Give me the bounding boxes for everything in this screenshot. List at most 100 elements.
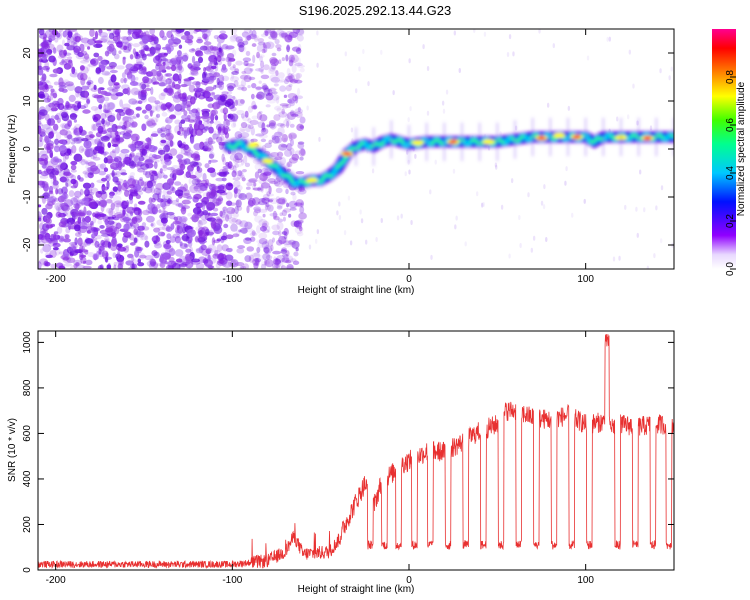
noise-point: [109, 150, 117, 159]
noise-point: [262, 213, 266, 218]
noise-point: [293, 202, 303, 206]
noise-point: [252, 197, 261, 206]
noise-point: [58, 221, 67, 228]
noise-point: [216, 244, 223, 252]
noise-point: [57, 97, 64, 106]
noise-point: [62, 171, 71, 177]
noise-point: [40, 248, 44, 254]
noise-point: [100, 135, 110, 142]
colorbar-label: Normalized spectral amplitude: [736, 81, 747, 216]
noise-point: [44, 214, 51, 224]
noise-point: [92, 114, 96, 120]
noise-point: [231, 218, 239, 223]
noise-point: [181, 114, 189, 120]
noise-point: [287, 57, 297, 64]
noise-point: [237, 170, 243, 177]
noise-point: [61, 266, 67, 269]
noise-point: [135, 106, 142, 111]
noise-point: [123, 77, 129, 82]
noise-point: [212, 46, 219, 51]
noise-point: [256, 111, 263, 121]
noise-point: [148, 156, 158, 160]
noise-point: [233, 33, 238, 40]
noise-point: [198, 219, 208, 225]
noise-point: [279, 85, 287, 92]
noise-point: [41, 55, 47, 61]
noise-point: [203, 41, 212, 46]
noise-point: [135, 245, 139, 250]
noise-point: [259, 114, 268, 122]
y-tick-label: 20: [22, 47, 33, 59]
noise-point: [233, 80, 239, 88]
noise-point: [191, 182, 198, 186]
noise-point: [608, 36, 611, 42]
noise-point: [162, 218, 167, 227]
noise-point: [426, 110, 430, 116]
noise-point: [129, 54, 134, 60]
noise-point: [134, 145, 140, 149]
noise-point: [107, 216, 115, 220]
noise-point: [286, 265, 294, 269]
noise-point: [169, 139, 174, 147]
noise-point: [291, 153, 300, 161]
noise-point: [123, 49, 131, 53]
noise-point: [56, 44, 64, 53]
colorbar-tick-label: 0.0: [725, 262, 736, 276]
noise-point: [238, 193, 245, 199]
noise-point: [183, 223, 189, 230]
noise-point: [166, 59, 173, 64]
noise-point: [151, 170, 157, 174]
noise-point: [253, 206, 261, 212]
noise-point: [223, 94, 233, 100]
noise-point: [39, 228, 46, 237]
noise-point: [58, 87, 65, 92]
noise-point: [276, 221, 284, 231]
noise-point: [158, 82, 166, 87]
noise-point: [290, 242, 296, 247]
noise-point: [253, 262, 259, 269]
noise-point: [181, 129, 189, 134]
noise-point: [149, 153, 153, 161]
noise-point: [186, 103, 191, 112]
noise-point: [218, 260, 225, 264]
noise-point: [235, 36, 243, 43]
noise-point: [152, 208, 159, 214]
noise-point: [239, 127, 246, 133]
noise-point: [108, 102, 116, 110]
noise-point: [552, 43, 556, 49]
noise-point: [129, 171, 136, 177]
noise-point: [209, 58, 217, 65]
noise-point: [147, 210, 153, 214]
noise-point: [68, 94, 76, 103]
noise-point: [139, 177, 143, 181]
noise-point: [125, 244, 130, 249]
noise-point: [38, 29, 45, 36]
noise-point: [192, 161, 202, 168]
noise-point: [168, 248, 176, 257]
noise-point: [130, 74, 136, 84]
noise-point: [249, 232, 258, 237]
noise-point: [38, 239, 41, 244]
noise-point: [106, 102, 115, 110]
noise-point: [296, 123, 305, 132]
noise-point: [194, 214, 202, 219]
noise-point: [289, 98, 296, 107]
noise-point: [291, 46, 301, 52]
noise-point: [168, 114, 177, 120]
noise-point: [52, 247, 59, 251]
noise-point: [41, 41, 50, 49]
noise-point: [209, 120, 214, 124]
noise-point: [205, 247, 213, 252]
ridge-peak: [343, 152, 352, 156]
noise-point: [281, 33, 288, 39]
noise-point: [94, 240, 100, 248]
noise-point: [245, 186, 251, 190]
noise-point: [190, 63, 200, 73]
noise-point: [160, 126, 167, 133]
noise-point: [46, 95, 51, 103]
noise-point: [40, 237, 44, 242]
noise-point: [90, 105, 99, 111]
noise-point: [50, 118, 55, 124]
noise-point: [178, 132, 184, 137]
noise-point: [193, 193, 202, 200]
